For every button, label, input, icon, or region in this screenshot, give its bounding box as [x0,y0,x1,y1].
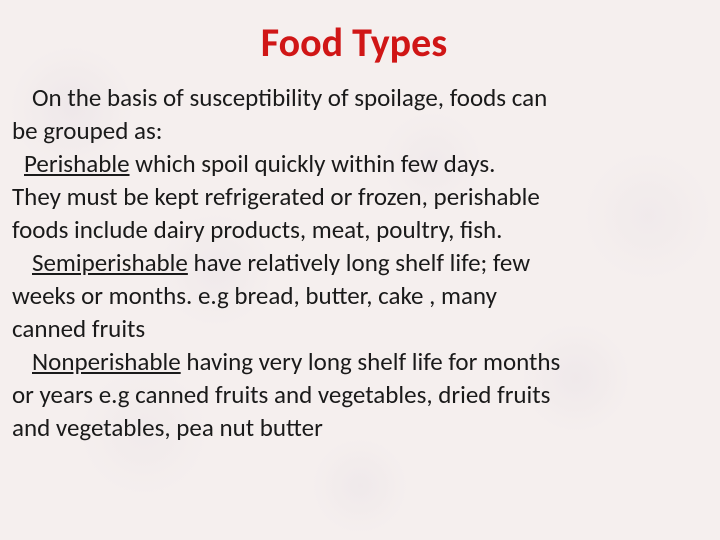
non-line-1: Nonperishable having very long shelf lif… [12,345,696,378]
non-rest-1: having very long shelf life for months [181,346,561,377]
nonperishable-term: Nonperishable [32,346,181,377]
body-content: On the basis of susceptibility of spoila… [12,81,696,444]
perishable-term: Perishable [24,148,130,179]
perishable-line-3: foods include dairy products, meat, poul… [12,213,696,246]
intro-line-1: On the basis of susceptibility of spoila… [12,81,696,114]
semi-line-2: weeks or months. e.g bread, butter, cake… [12,279,696,312]
perishable-line-1: Perishable which spoil quickly within fe… [12,147,696,180]
slide-title: Food Types [12,18,696,67]
non-line-3: and vegetables, pea nut butter [12,411,696,444]
semi-line-3: canned fruits [12,312,696,345]
intro-line-2: be grouped as: [12,114,696,147]
perishable-rest-1: which spoil quickly within few days. [130,148,496,179]
intro-lead: On the basis of susceptibility of spoila… [12,81,547,114]
semiperishable-term: Semiperishable [32,247,188,278]
perishable-line-2: They must be kept refrigerated or frozen… [12,180,696,213]
semi-rest-1: have relatively long shelf life; few [188,247,530,278]
semi-line-1: Semiperishable have relatively long shel… [12,246,696,279]
non-line-2: or years e.g canned fruits and vegetable… [12,378,696,411]
